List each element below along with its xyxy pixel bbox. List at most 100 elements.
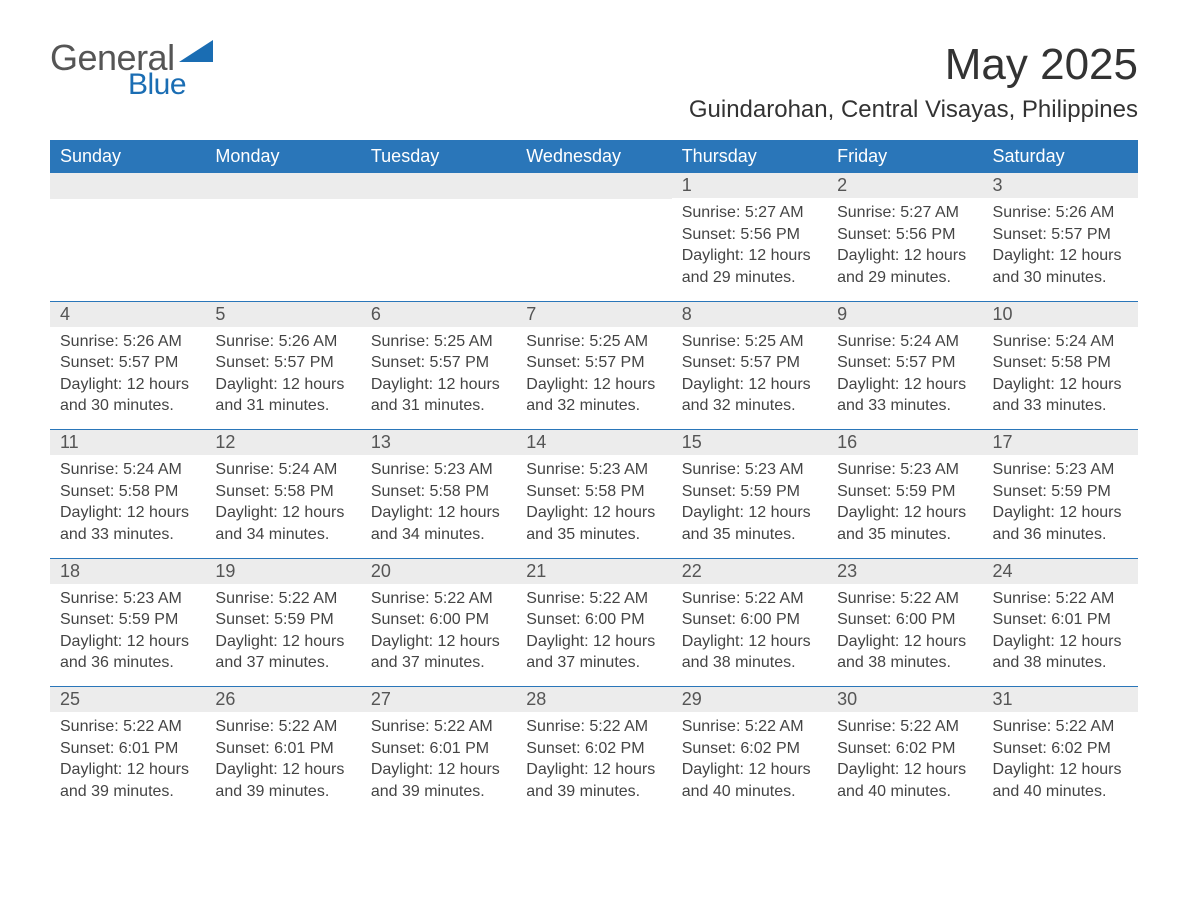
calendar-day-cell: 27Sunrise: 5:22 AMSunset: 6:01 PMDayligh… xyxy=(361,687,516,815)
daylight-text: Daylight: 12 hours xyxy=(993,245,1128,267)
daylight-text: and 33 minutes. xyxy=(993,395,1128,417)
daylight-text: and 40 minutes. xyxy=(993,781,1128,803)
sunset-text: Sunset: 5:57 PM xyxy=(526,352,661,374)
calendar-day-cell: 22Sunrise: 5:22 AMSunset: 6:00 PMDayligh… xyxy=(672,559,827,687)
location-subtitle: Guindarohan, Central Visayas, Philippine… xyxy=(689,96,1138,124)
sunset-text: Sunset: 5:57 PM xyxy=(215,352,350,374)
calendar-day-cell: 20Sunrise: 5:22 AMSunset: 6:00 PMDayligh… xyxy=(361,559,516,687)
day-details: Sunrise: 5:24 AMSunset: 5:58 PMDaylight:… xyxy=(205,455,360,553)
weekday-header: Wednesday xyxy=(516,140,671,173)
sunrise-text: Sunrise: 5:22 AM xyxy=(993,716,1128,738)
daylight-text: Daylight: 12 hours xyxy=(215,631,350,653)
day-number: 1 xyxy=(672,173,827,198)
weekday-header: Monday xyxy=(205,140,360,173)
daylight-text: and 39 minutes. xyxy=(526,781,661,803)
sunset-text: Sunset: 5:56 PM xyxy=(682,224,817,246)
daylight-text: and 37 minutes. xyxy=(215,652,350,674)
logo-triangle-icon xyxy=(179,40,213,66)
daylight-text: and 33 minutes. xyxy=(60,524,195,546)
sunrise-text: Sunrise: 5:23 AM xyxy=(526,459,661,481)
daylight-text: Daylight: 12 hours xyxy=(682,374,817,396)
day-number xyxy=(205,173,360,199)
sunrise-text: Sunrise: 5:22 AM xyxy=(526,588,661,610)
calendar-day-cell: 1Sunrise: 5:27 AMSunset: 5:56 PMDaylight… xyxy=(672,173,827,301)
daylight-text: Daylight: 12 hours xyxy=(837,759,972,781)
day-details: Sunrise: 5:26 AMSunset: 5:57 PMDaylight:… xyxy=(983,198,1138,296)
calendar-day-cell xyxy=(50,173,205,301)
sunrise-text: Sunrise: 5:22 AM xyxy=(215,588,350,610)
calendar-day-cell: 12Sunrise: 5:24 AMSunset: 5:58 PMDayligh… xyxy=(205,430,360,558)
calendar-day-cell: 9Sunrise: 5:24 AMSunset: 5:57 PMDaylight… xyxy=(827,302,982,430)
daylight-text: Daylight: 12 hours xyxy=(371,374,506,396)
sunset-text: Sunset: 6:00 PM xyxy=(371,609,506,631)
day-details xyxy=(205,199,360,211)
day-number: 5 xyxy=(205,302,360,327)
calendar-week: 25Sunrise: 5:22 AMSunset: 6:01 PMDayligh… xyxy=(50,687,1138,815)
day-details: Sunrise: 5:24 AMSunset: 5:58 PMDaylight:… xyxy=(50,455,205,553)
sunrise-text: Sunrise: 5:23 AM xyxy=(837,459,972,481)
day-number: 11 xyxy=(50,430,205,455)
daylight-text: and 38 minutes. xyxy=(993,652,1128,674)
day-details: Sunrise: 5:22 AMSunset: 6:00 PMDaylight:… xyxy=(361,584,516,682)
day-number xyxy=(50,173,205,199)
sunset-text: Sunset: 6:00 PM xyxy=(837,609,972,631)
day-number: 15 xyxy=(672,430,827,455)
daylight-text: Daylight: 12 hours xyxy=(215,502,350,524)
daylight-text: and 40 minutes. xyxy=(837,781,972,803)
daylight-text: Daylight: 12 hours xyxy=(682,759,817,781)
sunset-text: Sunset: 5:57 PM xyxy=(371,352,506,374)
day-details: Sunrise: 5:22 AMSunset: 6:00 PMDaylight:… xyxy=(672,584,827,682)
calendar-day-cell: 14Sunrise: 5:23 AMSunset: 5:58 PMDayligh… xyxy=(516,430,671,558)
sunset-text: Sunset: 6:00 PM xyxy=(682,609,817,631)
day-details: Sunrise: 5:22 AMSunset: 6:02 PMDaylight:… xyxy=(516,712,671,810)
daylight-text: Daylight: 12 hours xyxy=(526,374,661,396)
sunset-text: Sunset: 5:57 PM xyxy=(993,224,1128,246)
calendar-day-cell xyxy=(361,173,516,301)
daylight-text: and 39 minutes. xyxy=(371,781,506,803)
calendar-day-cell: 4Sunrise: 5:26 AMSunset: 5:57 PMDaylight… xyxy=(50,302,205,430)
daylight-text: and 31 minutes. xyxy=(215,395,350,417)
sunrise-text: Sunrise: 5:26 AM xyxy=(60,331,195,353)
sunset-text: Sunset: 5:59 PM xyxy=(993,481,1128,503)
sunrise-text: Sunrise: 5:24 AM xyxy=(837,331,972,353)
calendar-day-cell: 2Sunrise: 5:27 AMSunset: 5:56 PMDaylight… xyxy=(827,173,982,301)
day-details: Sunrise: 5:22 AMSunset: 6:01 PMDaylight:… xyxy=(50,712,205,810)
day-details: Sunrise: 5:27 AMSunset: 5:56 PMDaylight:… xyxy=(827,198,982,296)
day-details: Sunrise: 5:25 AMSunset: 5:57 PMDaylight:… xyxy=(361,327,516,425)
day-number: 21 xyxy=(516,559,671,584)
daylight-text: Daylight: 12 hours xyxy=(682,502,817,524)
daylight-text: Daylight: 12 hours xyxy=(993,631,1128,653)
day-number: 16 xyxy=(827,430,982,455)
calendar-day-cell: 30Sunrise: 5:22 AMSunset: 6:02 PMDayligh… xyxy=(827,687,982,815)
day-details: Sunrise: 5:23 AMSunset: 5:58 PMDaylight:… xyxy=(361,455,516,553)
day-details: Sunrise: 5:22 AMSunset: 6:02 PMDaylight:… xyxy=(672,712,827,810)
daylight-text: and 37 minutes. xyxy=(526,652,661,674)
sunset-text: Sunset: 5:59 PM xyxy=(60,609,195,631)
daylight-text: Daylight: 12 hours xyxy=(526,502,661,524)
day-details xyxy=(516,199,671,211)
day-details: Sunrise: 5:27 AMSunset: 5:56 PMDaylight:… xyxy=(672,198,827,296)
calendar-day-cell: 24Sunrise: 5:22 AMSunset: 6:01 PMDayligh… xyxy=(983,559,1138,687)
weekday-header: Saturday xyxy=(983,140,1138,173)
daylight-text: and 40 minutes. xyxy=(682,781,817,803)
day-details: Sunrise: 5:23 AMSunset: 5:59 PMDaylight:… xyxy=(672,455,827,553)
daylight-text: Daylight: 12 hours xyxy=(526,631,661,653)
day-details: Sunrise: 5:25 AMSunset: 5:57 PMDaylight:… xyxy=(672,327,827,425)
daylight-text: Daylight: 12 hours xyxy=(215,374,350,396)
day-details: Sunrise: 5:22 AMSunset: 6:02 PMDaylight:… xyxy=(983,712,1138,810)
calendar-day-cell: 5 Sunrise: 5:26 AMSunset: 5:57 PMDaylight… xyxy=(205,302,360,430)
sunrise-text: Sunrise: 5:22 AM xyxy=(526,716,661,738)
sunrise-text: Sunrise: 5:23 AM xyxy=(371,459,506,481)
daylight-text: and 30 minutes. xyxy=(993,267,1128,289)
daylight-text: Daylight: 12 hours xyxy=(993,502,1128,524)
sunrise-text: Sunrise: 5:26 AM xyxy=(215,331,350,353)
calendar-week: 1Sunrise: 5:27 AMSunset: 5:56 PMDaylight… xyxy=(50,173,1138,301)
calendar-day-cell: 15Sunrise: 5:23 AMSunset: 5:59 PMDayligh… xyxy=(672,430,827,558)
daylight-text: and 38 minutes. xyxy=(682,652,817,674)
daylight-text: and 36 minutes. xyxy=(60,652,195,674)
sunrise-text: Sunrise: 5:24 AM xyxy=(993,331,1128,353)
daylight-text: and 34 minutes. xyxy=(371,524,506,546)
day-details: Sunrise: 5:24 AMSunset: 5:58 PMDaylight:… xyxy=(983,327,1138,425)
logo-text-blue: Blue xyxy=(128,70,291,100)
day-details: Sunrise: 5:22 AMSunset: 6:02 PMDaylight:… xyxy=(827,712,982,810)
